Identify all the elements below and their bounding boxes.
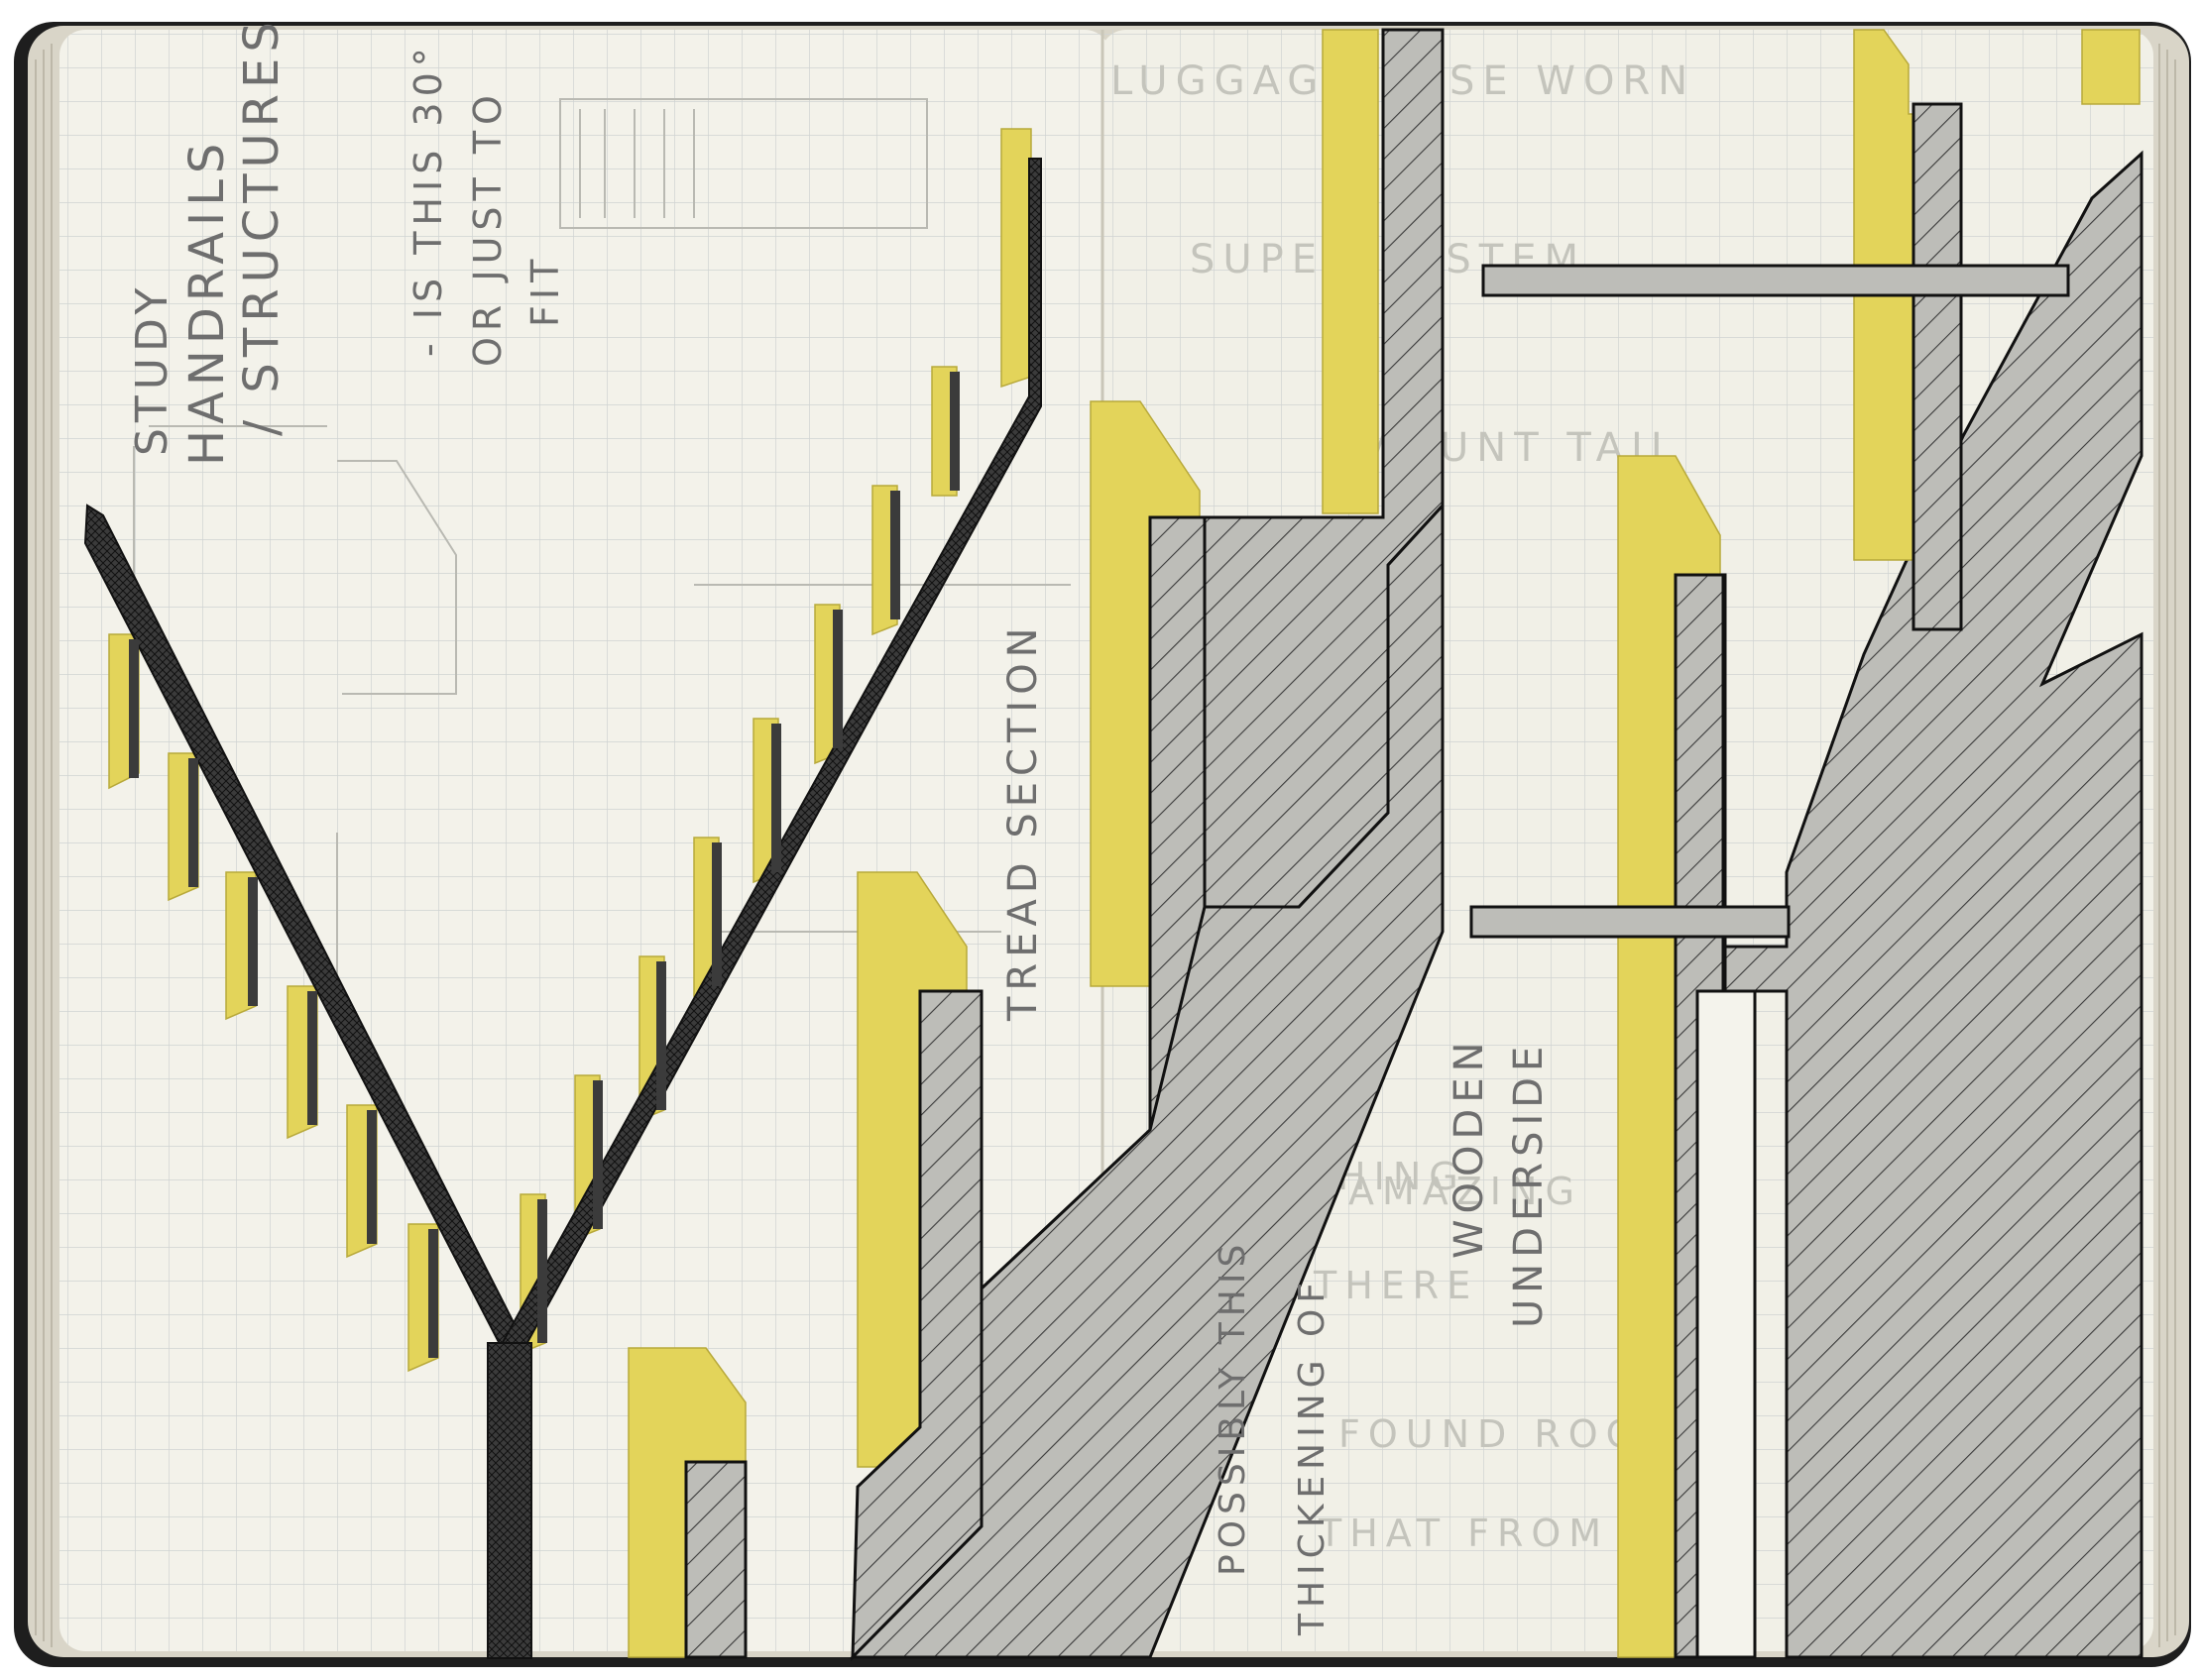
note-fit: FIT [523, 254, 567, 327]
top-hatched-column [1203, 28, 1445, 909]
right-stone-mass [1721, 150, 2143, 1659]
note-wooden: WOODEN [1447, 1036, 1492, 1259]
svg-text:THAT FROM: THAT FROM [1318, 1512, 1609, 1555]
right-section-drawing [1469, 29, 2143, 1659]
svg-text:AMAZING: AMAZING [1348, 1170, 1582, 1213]
handrail-diagram [83, 128, 1042, 1659]
lower-horizontal-bar [1469, 905, 1791, 939]
handwritten-notes: STUDY HANDRAILS / STRUCTURES - IS THIS 3… [127, 16, 1552, 1636]
upper-horizontal-bar [1481, 264, 2070, 297]
note-is-this-30: - IS THIS 30° [406, 42, 450, 357]
note-structures: / STRUCTURES [234, 16, 290, 436]
note-possibly-this: POSSIBLY THIS [1213, 1239, 1253, 1576]
note-or-just-to: OR JUST TO [466, 89, 510, 367]
note-thickening-of: THICKENING OF [1292, 1277, 1332, 1636]
note-handrails: HANDRAILS [179, 138, 235, 466]
stair-stringers [83, 158, 1042, 1659]
tread-section-center [849, 28, 1445, 1661]
right-top-hatched-post [1911, 102, 1963, 631]
note-underside: UNDERSIDE [1506, 1041, 1552, 1328]
stair-posts [129, 372, 960, 1358]
right-inner-gap [1695, 989, 1757, 1659]
note-study: STUDY [127, 282, 177, 456]
page-edge-lines [35, 44, 2176, 1647]
right-corner-yellow [2081, 29, 2141, 105]
bottom-riser-hatched [684, 1460, 748, 1659]
top-yellow-strip [1322, 29, 1379, 514]
note-tread-section: TREAD SECTION [1000, 621, 1046, 1022]
